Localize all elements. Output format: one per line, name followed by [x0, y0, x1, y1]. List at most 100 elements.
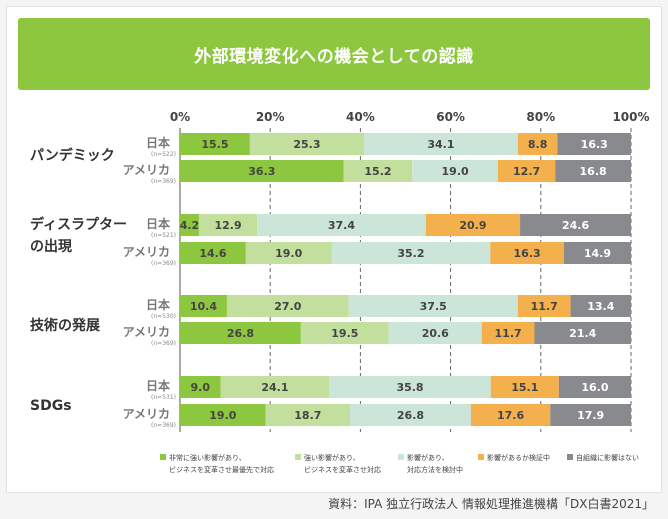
bar-segment: [198, 214, 258, 236]
bar-value-label: 19.5: [331, 327, 358, 340]
legend-label-line2: 対応方法を検討中: [407, 465, 463, 474]
bar-segment: [517, 295, 571, 317]
bar-segment: [300, 322, 389, 344]
bar-value-label: 8.8: [528, 138, 548, 151]
row-sample-size: (n=530): [151, 313, 176, 320]
bar-segment: [180, 404, 266, 426]
bar-segment: [558, 376, 631, 398]
row-sample-size: (n=369): [151, 422, 176, 429]
bar-segment: [490, 242, 564, 264]
bar-segment: [350, 404, 471, 426]
bar-value-label: 37.4: [328, 219, 355, 232]
bar-segment: [180, 376, 221, 398]
bar-value-label: 11.7: [531, 300, 558, 313]
source-note: 資料：IPA 独立行政法人 情報処理推進機構「DX白書2021」: [328, 497, 654, 511]
bar-segment: [265, 404, 351, 426]
legend-swatch: [478, 454, 484, 460]
bar-value-label: 12.9: [214, 219, 241, 232]
bar-segment: [257, 214, 426, 236]
bar-value-label: 10.4: [190, 300, 217, 313]
legend-label: 強い影響があり、: [304, 453, 360, 462]
row-sample-size: (n=369): [151, 178, 176, 185]
bar-value-label: 34.1: [427, 138, 454, 151]
title-banner: 外部環境変化への機会としての認識: [18, 18, 650, 90]
bar-value-label: 37.5: [420, 300, 447, 313]
bar-segment: [220, 376, 330, 398]
bar-value-label: 17.9: [577, 409, 604, 422]
bar-value-label: 15.1: [511, 381, 538, 394]
bar-segment: [348, 295, 518, 317]
legend-label: 非常に強い影響があり、: [169, 453, 246, 462]
bar-segment: [245, 242, 332, 264]
legend-label-line2: ビジネスを変革させ最優先で対応: [169, 465, 274, 474]
bar-segment: [550, 404, 631, 426]
row-sample-size: (n=369): [151, 340, 176, 347]
bar-value-label: 24.6: [562, 219, 589, 232]
group-label-disruptor: ディスラプター の出現: [30, 217, 128, 255]
bar-value-label: 4.2: [180, 219, 200, 232]
bar-value-label: 15.2: [364, 165, 391, 178]
row-sample-size: (n=521): [151, 232, 176, 239]
chart-title: 外部環境変化への機会としての認識: [194, 46, 474, 67]
bar-segment: [425, 214, 521, 236]
row-country-label: 日本: [146, 297, 170, 312]
bar-value-label: 14.6: [199, 247, 226, 260]
row-country-label: 日本: [146, 135, 170, 150]
bar-value-label: 16.3: [581, 138, 608, 151]
bar-value-label: 19.0: [275, 247, 302, 260]
bar-segment: [180, 242, 246, 264]
bar-value-label: 26.8: [397, 409, 424, 422]
bar-value-label: 16.0: [581, 381, 608, 394]
bar-segment: [563, 242, 631, 264]
bar-value-label: 14.9: [584, 247, 611, 260]
group-label-pandemic: パンデミック: [30, 148, 115, 164]
row-country-label: 日本: [146, 378, 170, 393]
bar-value-label: 20.9: [459, 219, 486, 232]
bar-segment: [534, 322, 631, 344]
x-tick-label: 40%: [346, 110, 375, 124]
bar-segment: [364, 133, 518, 155]
bar-value-label: 19.0: [209, 409, 236, 422]
row-country-label: アメリカ: [123, 325, 170, 339]
bar-value-label: 16.8: [580, 165, 607, 178]
bar-segment: [388, 322, 482, 344]
bar-value-label: 25.3: [293, 138, 320, 151]
bar-segment: [412, 160, 498, 182]
bar-segment: [180, 160, 344, 182]
row-sample-size: (n=369): [151, 260, 176, 267]
bar-value-label: 21.4: [569, 327, 596, 340]
bar-value-label: 20.6: [422, 327, 449, 340]
bar-segment: [249, 133, 365, 155]
row-country-label: アメリカ: [123, 163, 170, 177]
bar-segment: [180, 133, 250, 155]
row-country-label: アメリカ: [123, 407, 170, 421]
bar-segment: [557, 133, 631, 155]
bar-segment: [497, 160, 556, 182]
bar-segment: [226, 295, 349, 317]
bar-value-label: 35.8: [396, 381, 423, 394]
x-tick-label: 0%: [170, 110, 190, 124]
bar-value-label: 16.3: [513, 247, 540, 260]
bar-segment: [481, 322, 535, 344]
bar-segment: [570, 295, 631, 317]
bar-segment: [490, 376, 559, 398]
legend-label: 影響があり、: [407, 453, 449, 462]
bar-value-label: 11.7: [495, 327, 522, 340]
row-sample-size: (n=531): [151, 394, 176, 401]
bar-value-label: 12.7: [513, 165, 540, 178]
bar-value-label: 36.3: [248, 165, 275, 178]
bar-value-label: 19.0: [442, 165, 469, 178]
bar-value-label: 35.2: [397, 247, 424, 260]
legend-label: 自組織に影響はない: [576, 453, 639, 462]
bar-segment: [555, 160, 631, 182]
legend-label: 影響があるか検証中: [487, 453, 550, 462]
group-label-technology: 技術の発展: [30, 318, 100, 334]
row-sample-size: (n=522): [151, 151, 176, 158]
x-tick-label: 60%: [436, 110, 465, 124]
group-label-sdgs: SDGs: [30, 398, 72, 414]
x-tick-label: 100%: [612, 110, 649, 124]
row-country-label: アメリカ: [123, 245, 170, 259]
legend-swatch: [160, 454, 166, 460]
bar-segment: [520, 214, 631, 236]
